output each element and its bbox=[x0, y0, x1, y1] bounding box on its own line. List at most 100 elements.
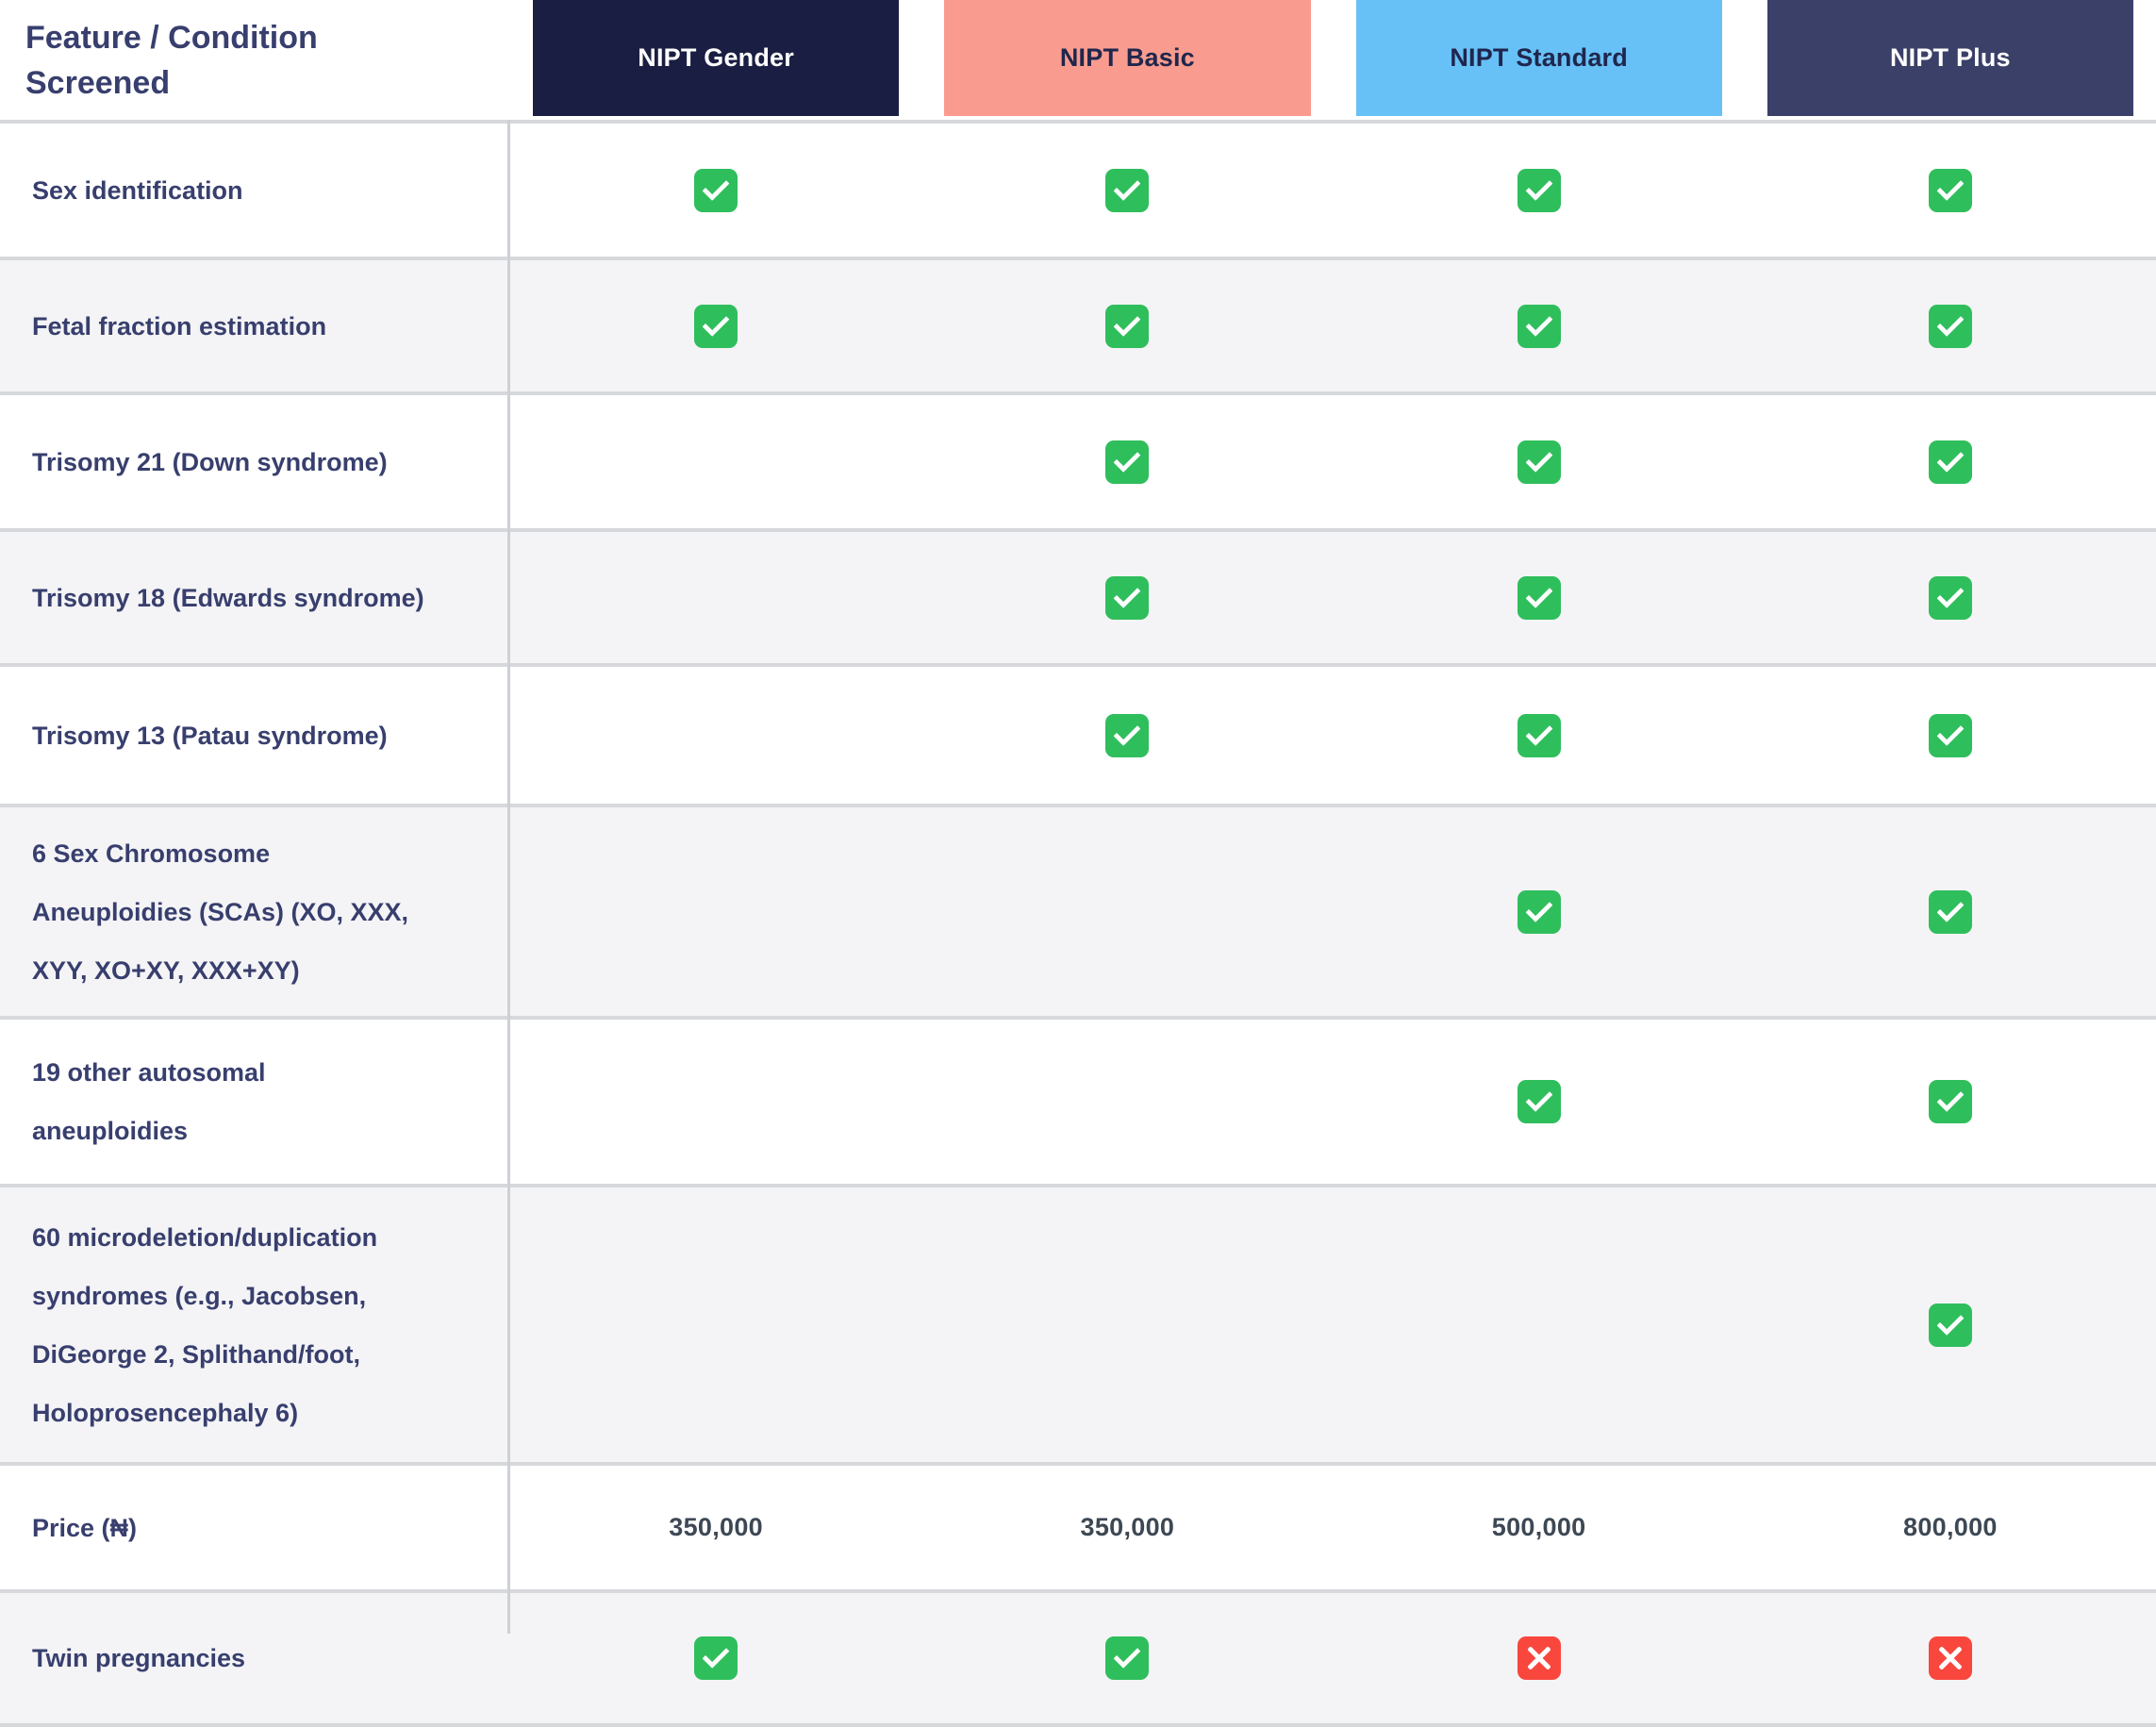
check-icon bbox=[1517, 889, 1561, 934]
cross-icon bbox=[1928, 1636, 1972, 1680]
empty-cell bbox=[510, 1020, 921, 1184]
value-cell bbox=[1334, 667, 1745, 804]
column-header-cell: NIPT Standard bbox=[1334, 0, 1745, 120]
value-cell bbox=[1745, 260, 2156, 391]
value-cell bbox=[1334, 395, 1745, 528]
value-cell bbox=[1334, 1020, 1745, 1184]
feature-label: Trisomy 18 (Edwards syndrome) bbox=[32, 583, 424, 612]
value-cell bbox=[921, 1593, 1333, 1723]
check-icon bbox=[1928, 889, 1972, 934]
feature-label: 60 microdeletion/duplication syndromes (… bbox=[32, 1222, 378, 1427]
value-cell bbox=[1334, 124, 1745, 257]
table-row: Twin pregnancies bbox=[0, 1589, 2156, 1723]
empty-cell bbox=[510, 395, 921, 528]
check-icon bbox=[1517, 1080, 1561, 1123]
table-row: 6 Sex Chromosome Aneuploidies (SCAs) (XO… bbox=[0, 804, 2156, 1016]
value-cell bbox=[510, 260, 921, 391]
value-cell bbox=[1745, 532, 2156, 663]
check-icon bbox=[1105, 304, 1150, 348]
cross-icon bbox=[1517, 1636, 1561, 1680]
table-row: Trisomy 18 (Edwards syndrome) bbox=[0, 528, 2156, 663]
check-icon bbox=[694, 1636, 738, 1680]
column-header-cell: NIPT Basic bbox=[921, 0, 1333, 120]
value-cell bbox=[921, 667, 1333, 804]
value-cell bbox=[1334, 532, 1745, 663]
check-icon bbox=[1928, 304, 1972, 348]
empty-cell bbox=[510, 807, 921, 1016]
check-icon bbox=[694, 304, 738, 348]
value-cell bbox=[1745, 807, 2156, 1016]
check-icon bbox=[1928, 713, 1972, 757]
value-cell bbox=[510, 124, 921, 257]
value-cell bbox=[1334, 807, 1745, 1016]
table-row: Trisomy 21 (Down syndrome) bbox=[0, 391, 2156, 528]
value-cell bbox=[921, 532, 1333, 663]
value-cell bbox=[1745, 1593, 2156, 1723]
check-icon bbox=[1105, 713, 1150, 757]
value-cell bbox=[1745, 395, 2156, 528]
column-header-nipt-standard: NIPT Standard bbox=[1355, 0, 1722, 116]
check-icon bbox=[1105, 440, 1150, 484]
check-icon bbox=[1517, 575, 1561, 620]
table-row: Trisomy 13 (Patau syndrome) bbox=[0, 663, 2156, 804]
column-header-nipt-basic: NIPT Basic bbox=[944, 0, 1311, 116]
feature-label: Fetal fraction estimation bbox=[32, 311, 327, 340]
table-row: 60 microdeletion/duplication syndromes (… bbox=[0, 1184, 2156, 1462]
value-cell bbox=[1745, 124, 2156, 257]
feature-label: Twin pregnancies bbox=[32, 1644, 246, 1672]
empty-cell bbox=[510, 1187, 921, 1462]
check-icon bbox=[1517, 168, 1561, 212]
feature-label: Sex identification bbox=[32, 175, 243, 205]
check-icon bbox=[1928, 440, 1972, 484]
price-value: 350,000 bbox=[921, 1466, 1333, 1589]
check-icon bbox=[1928, 1080, 1972, 1123]
feature-label: Price (₦) bbox=[32, 1513, 138, 1542]
table-header-row: Feature / Condition Screened NIPT Gender… bbox=[0, 0, 2156, 120]
value-cell bbox=[1334, 260, 1745, 391]
feature-column-divider bbox=[507, 120, 510, 1634]
feature-column-title: Feature / Condition Screened bbox=[25, 20, 318, 102]
empty-cell bbox=[921, 1020, 1333, 1184]
feature-label: 19 other autosomal aneuploidies bbox=[32, 1058, 266, 1145]
empty-cell bbox=[921, 807, 1333, 1016]
price-value: 500,000 bbox=[1334, 1466, 1745, 1589]
value-cell bbox=[510, 1593, 921, 1723]
check-icon bbox=[1928, 575, 1972, 620]
check-icon bbox=[1517, 304, 1561, 348]
price-value: 800,000 bbox=[1745, 1466, 2156, 1589]
price-value: 350,000 bbox=[510, 1466, 921, 1589]
empty-cell bbox=[510, 667, 921, 804]
value-cell bbox=[921, 395, 1333, 528]
check-icon bbox=[1517, 440, 1561, 484]
column-header-nipt-plus: NIPT Plus bbox=[1766, 0, 2133, 116]
value-cell bbox=[921, 124, 1333, 257]
value-cell bbox=[1745, 1187, 2156, 1462]
check-icon bbox=[694, 168, 738, 212]
price-text: 500,000 bbox=[1491, 1513, 1586, 1541]
feature-label: 6 Sex Chromosome Aneuploidies (SCAs) (XO… bbox=[32, 839, 409, 985]
table-body: Sex identification Fetal fraction estimat… bbox=[0, 120, 2156, 1723]
check-icon bbox=[1105, 1636, 1150, 1680]
empty-cell bbox=[1334, 1187, 1745, 1462]
check-icon bbox=[1517, 713, 1561, 757]
empty-cell bbox=[510, 532, 921, 663]
table-row: Sex identification bbox=[0, 120, 2156, 257]
feature-label: Trisomy 13 (Patau syndrome) bbox=[32, 721, 388, 750]
price-text: 800,000 bbox=[1903, 1513, 1998, 1541]
value-cell bbox=[1745, 667, 2156, 804]
value-cell bbox=[1745, 1020, 2156, 1184]
column-header-cell: NIPT Plus bbox=[1745, 0, 2156, 120]
value-cell bbox=[1334, 1593, 1745, 1723]
empty-cell bbox=[921, 1187, 1333, 1462]
column-header-nipt-gender: NIPT Gender bbox=[533, 0, 900, 116]
table-row: Fetal fraction estimation bbox=[0, 257, 2156, 391]
value-cell bbox=[921, 260, 1333, 391]
price-text: 350,000 bbox=[669, 1513, 763, 1541]
price-text: 350,000 bbox=[1080, 1513, 1175, 1541]
table-row: Price (₦) 350,000 350,000 500,000 800,000 bbox=[0, 1462, 2156, 1589]
feature-label: Trisomy 21 (Down syndrome) bbox=[32, 447, 388, 476]
check-icon bbox=[1105, 168, 1150, 212]
column-header-cell: NIPT Gender bbox=[510, 0, 921, 120]
check-icon bbox=[1105, 575, 1150, 620]
